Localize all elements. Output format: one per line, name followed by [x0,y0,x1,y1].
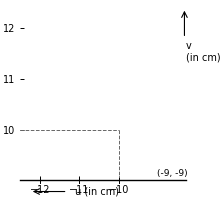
Text: u (in cm): u (in cm) [75,187,120,197]
Text: v
(in cm): v (in cm) [186,41,220,62]
Text: (-9, -9): (-9, -9) [157,169,187,178]
